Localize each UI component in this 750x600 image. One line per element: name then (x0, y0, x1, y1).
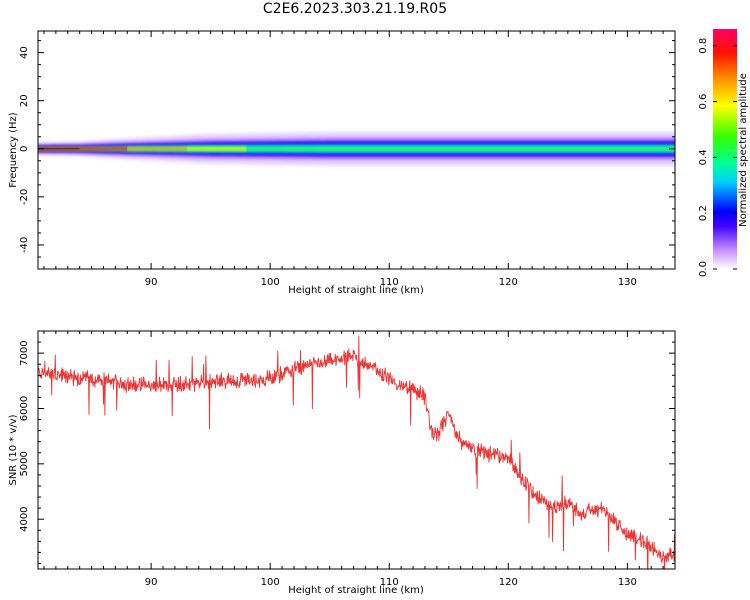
colorbar-gradient (713, 29, 737, 269)
spectrogram-y-tick-label: 40 (19, 46, 30, 59)
colorbar-ticks: 0.0 0.2 0.4 0.6 0.8 (698, 38, 737, 277)
snr-frame (37, 330, 676, 570)
spectrogram-x-tick-label: 110 (380, 277, 399, 288)
spectrogram-y-tick-labels: -40 -20 0 20 40 (19, 46, 30, 253)
snr-x-tick-label: 110 (380, 577, 399, 588)
spectrogram-x-tick-label: 130 (618, 277, 637, 288)
snr-x-axis-label: Height of straight line (km) (288, 585, 424, 596)
spectrogram-x-tick-label: 100 (261, 277, 280, 288)
snr-y-axis-label: SNR (10 * v/v) (8, 414, 19, 485)
snr-ticks (38, 330, 676, 569)
snr-x-tick-labels: 90 100 110 120 130 (145, 577, 637, 588)
spectrogram-band (38, 131, 675, 167)
snr-x-tick-label: 130 (618, 577, 637, 588)
spectrogram-frame (37, 30, 676, 270)
colorbar-tick-label: 0.4 (698, 149, 709, 165)
snr-x-tick-label: 100 (261, 577, 280, 588)
spectrogram-core (186, 147, 247, 151)
spectrogram-x-axis-label: Height of straight line (km) (288, 285, 424, 296)
colorbar-tick-label: 0.6 (698, 94, 709, 110)
spectrogram-y-axis-label: Frequency (Hz) (8, 112, 19, 188)
snr-x-tick-label: 120 (499, 577, 518, 588)
snr-y-tick-labels: 4000 5000 6000 7000 (19, 340, 30, 531)
snr-series-line (38, 335, 675, 569)
spectrogram-panel: 90 100 110 120 130 -40 -20 0 20 40 Height of str… (8, 30, 676, 296)
snr-y-tick-label: 4000 (19, 506, 30, 531)
snr-y-tick-label: 7000 (19, 340, 30, 365)
colorbar-label: Normalized spectral amplitude (738, 73, 749, 227)
spectrogram-y-tick-label: 0 (19, 146, 30, 152)
spectrogram-x-tick-labels: 90 100 110 120 130 (145, 277, 637, 288)
colorbar-tick-label: 0.0 (698, 261, 709, 277)
snr-y-tick-label: 5000 (19, 451, 30, 476)
spectrogram-y-tick-label: -20 (19, 189, 30, 205)
spectrogram-x-tick-label: 90 (145, 277, 158, 288)
colorbar-tick-label: 0.8 (698, 38, 709, 54)
spectrogram-y-tick-label: -40 (19, 237, 30, 253)
snr-panel: 90 100 110 120 130 4000 5000 6000 7000 Height o… (8, 330, 676, 596)
spectrogram-ticks (38, 31, 676, 270)
spectrogram-y-tick-label: 20 (19, 94, 30, 107)
spectrogram-x-tick-label: 120 (499, 277, 518, 288)
spectrogram-core (127, 147, 187, 151)
figure-title: C2E6.2023.303.21.19.R05 (262, 1, 448, 17)
colorbar-tick-label: 0.2 (698, 205, 709, 221)
snr-y-tick-label: 6000 (19, 396, 30, 421)
colorbar: 0.0 0.2 0.4 0.6 0.8 Normalized spectral ampl… (698, 29, 749, 277)
snr-x-tick-label: 90 (145, 577, 158, 588)
spectrogram-core (38, 147, 128, 151)
